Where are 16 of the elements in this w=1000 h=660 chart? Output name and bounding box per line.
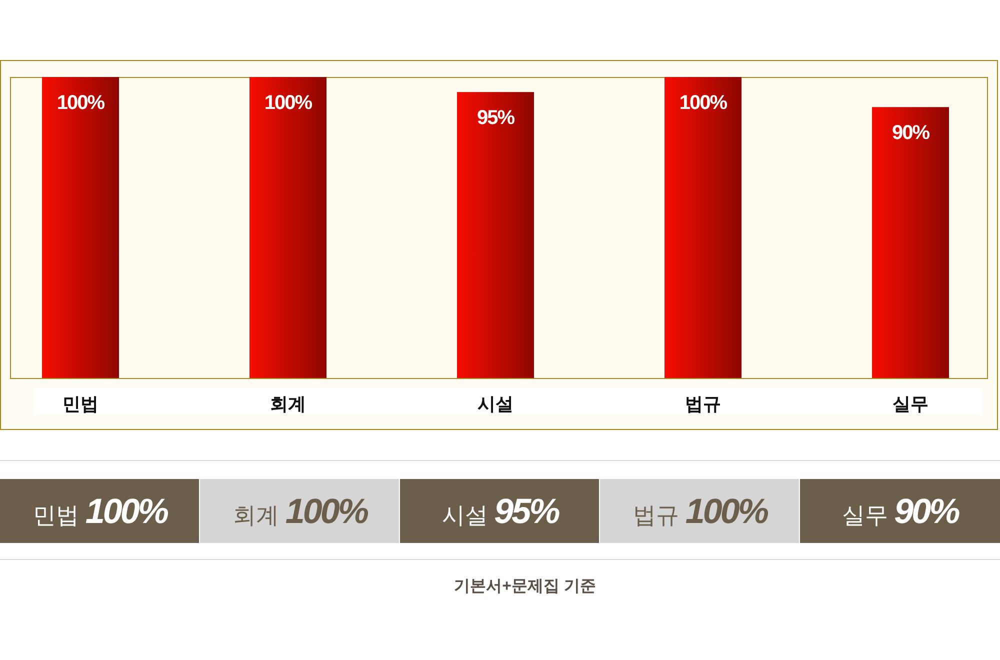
category-label: 법규 [685, 394, 721, 414]
table-cell: 회계 100% [233, 492, 367, 531]
table-cell: 민법 100% [33, 492, 167, 531]
category-label: 시설 [478, 394, 514, 414]
data-label: 90% [892, 122, 930, 144]
category-label: 실무 [892, 394, 928, 414]
table-cell: 시설 95% [442, 492, 558, 531]
data-label: 100% [56, 92, 104, 114]
table-cell: 법규 100% [633, 492, 767, 531]
data-label: 95% [476, 107, 514, 130]
category-label: 민법 [62, 394, 98, 414]
data-label: 100% [679, 92, 727, 114]
category-label: 회계 [270, 394, 306, 414]
annotation: 기본서+문제집 기준 [454, 578, 596, 595]
data-label: 100% [264, 92, 312, 114]
table-cell: 실무 90% [842, 492, 958, 531]
